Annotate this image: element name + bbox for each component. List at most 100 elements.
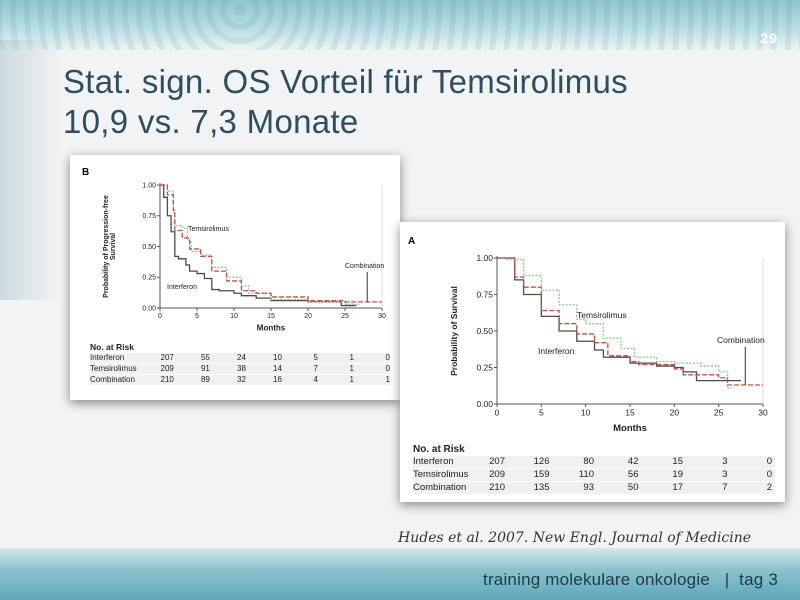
risk-count: 10 <box>273 353 282 362</box>
risk-row-label: Interferon <box>413 456 454 467</box>
risk-count: 207 <box>489 456 505 467</box>
label-temsirolimus: Temsirolimus <box>577 310 627 320</box>
x-tick-label: 20 <box>304 313 312 320</box>
risk-count: 0 <box>385 364 390 373</box>
risk-count: 110 <box>578 469 594 480</box>
footer-text: training molekulare onkologie | tag 3 <box>483 570 778 589</box>
risk-count: 89 <box>200 375 210 384</box>
risk-count: 135 <box>533 482 550 493</box>
risk-table-row: Interferon 207 126 80 42 15 3 0 <box>413 456 775 468</box>
risk-count: 38 <box>237 364 246 373</box>
chart-pfs-card: B 0 5 10 15 20 25 30 0.00 0.25 0.50 0.75 1.00 Months… <box>70 155 400 400</box>
risk-count: 159 <box>533 469 550 480</box>
risk-table-row: Temsirolimus 209 159 110 56 19 3 0 <box>413 469 775 481</box>
y-axis-title: Probability of Survival <box>449 286 459 376</box>
y-axis-title: Probability of Progression-freeSurvival <box>103 195 117 298</box>
y-tick-label: 0.00 <box>476 399 493 409</box>
km-curve-combination <box>160 184 382 303</box>
y-tick-label: 1.00 <box>142 182 156 189</box>
y-tick-label: 1.00 <box>476 253 493 263</box>
x-tick-label: 0 <box>495 408 500 418</box>
risk-table-title: No. at Risk <box>90 342 134 352</box>
km-curve-combination <box>497 257 763 386</box>
risk-count: 93 <box>583 482 594 493</box>
panel-label: A <box>408 236 416 247</box>
risk-count: 91 <box>200 364 210 373</box>
risk-count: 14 <box>273 364 282 373</box>
risk-count: 15 <box>672 456 683 467</box>
risk-count: 80 <box>583 456 594 467</box>
risk-count: 55 <box>200 353 210 362</box>
risk-table-row: Combination 210 135 93 50 17 7 2 <box>413 482 775 494</box>
risk-count: 1 <box>385 375 390 384</box>
risk-table-row: Combination 210 89 32 16 4 1 1 <box>90 375 390 385</box>
risk-count: 24 <box>237 353 246 362</box>
km-curve-temsirolimus <box>160 184 360 305</box>
y-tick-label: 0.75 <box>142 213 156 220</box>
risk-count: 32 <box>237 375 246 384</box>
risk-count: 7 <box>722 482 728 493</box>
risk-table-title: No. at Risk <box>413 444 465 455</box>
slide-title: Stat. sign. OS Vorteil für Temsirolimus … <box>63 62 628 142</box>
risk-row-label: Interferon <box>90 353 125 362</box>
risk-count: 19 <box>672 469 683 480</box>
bottom-decorative-band <box>0 548 800 600</box>
x-tick-label: 0 <box>158 313 162 320</box>
y-tick-label: 0.50 <box>142 244 156 251</box>
x-tick-label: 25 <box>714 408 724 418</box>
y-axis-title-line: Survival <box>110 233 117 260</box>
citation: Hudes et al. 2007. New Engl. Journal of … <box>398 530 752 546</box>
top-decorative-band <box>0 0 800 50</box>
risk-count: 56 <box>627 469 639 480</box>
risk-count: 5 <box>313 353 318 362</box>
y-tick-label: 0.50 <box>476 326 493 336</box>
x-tick-label: 10 <box>230 313 238 320</box>
chart-os-card: A 0 5 10 15 20 25 30 0.00 0.25 0.50 0.75 1.00 Months… <box>400 222 785 502</box>
risk-row-label: Combination <box>413 482 467 493</box>
risk-count: 50 <box>627 482 639 493</box>
x-tick-label: 10 <box>581 408 591 418</box>
x-axis-title: Months <box>613 423 647 434</box>
risk-count: 3 <box>722 456 728 467</box>
label-interferon: Interferon <box>167 284 197 291</box>
risk-count: 1 <box>349 375 354 384</box>
y-tick-label: 0.25 <box>476 362 493 372</box>
km-curve-interferon <box>497 257 741 382</box>
x-tick-label: 15 <box>625 408 635 418</box>
label-interferon: Interferon <box>538 346 575 356</box>
risk-table-row: Temsirolimus 209 91 38 14 7 1 0 <box>90 364 390 374</box>
x-tick-label: 5 <box>195 313 199 320</box>
risk-count: 210 <box>489 482 505 493</box>
risk-count: 209 <box>160 364 174 373</box>
risk-count: 16 <box>273 375 282 384</box>
label-combination: Combination <box>345 263 384 270</box>
y-tick-label: 0.25 <box>142 275 156 282</box>
risk-count: 2 <box>766 482 772 493</box>
label-combination: Combination <box>717 335 765 345</box>
x-tick-label: 20 <box>670 408 680 418</box>
os-chart: 0 5 10 15 20 25 30 0.00 0.25 0.50 0.75 1.00 Months Pr… <box>449 253 768 434</box>
x-tick-label: 30 <box>758 408 768 418</box>
label-temsirolimus: Temsirolimus <box>188 226 229 233</box>
risk-table: No. at Risk Interferon 207 126 80 42 15 3 0 Temsi… <box>413 444 775 495</box>
risk-count: 7 <box>313 364 318 373</box>
risk-count: 4 <box>313 375 318 384</box>
y-axis-title-line: Probability of Progression-free <box>103 195 110 298</box>
risk-count: 1 <box>349 353 354 362</box>
x-axis-title: Months <box>257 323 286 332</box>
risk-row-label: Temsirolimus <box>90 364 137 373</box>
y-tick-label: 0.00 <box>142 305 156 312</box>
page-number: 29 <box>760 30 778 46</box>
risk-row-label: Temsirolimus <box>413 469 469 480</box>
risk-count: 1 <box>349 364 354 373</box>
risk-count: 0 <box>385 353 390 362</box>
risk-table: No. at Risk Interferon 207 55 24 10 5 1 0 Temsiro… <box>90 342 390 386</box>
risk-row-label: Combination <box>90 375 135 384</box>
x-tick-label: 30 <box>378 313 386 320</box>
x-tick-label: 15 <box>267 313 275 320</box>
x-tick-label: 25 <box>341 313 349 320</box>
risk-table-row: Interferon 207 55 24 10 5 1 0 <box>90 353 390 363</box>
risk-count: 126 <box>533 456 550 467</box>
title-line-2: 10,9 vs. 7,3 Monate <box>63 103 359 140</box>
left-decorative-fade <box>0 40 60 300</box>
